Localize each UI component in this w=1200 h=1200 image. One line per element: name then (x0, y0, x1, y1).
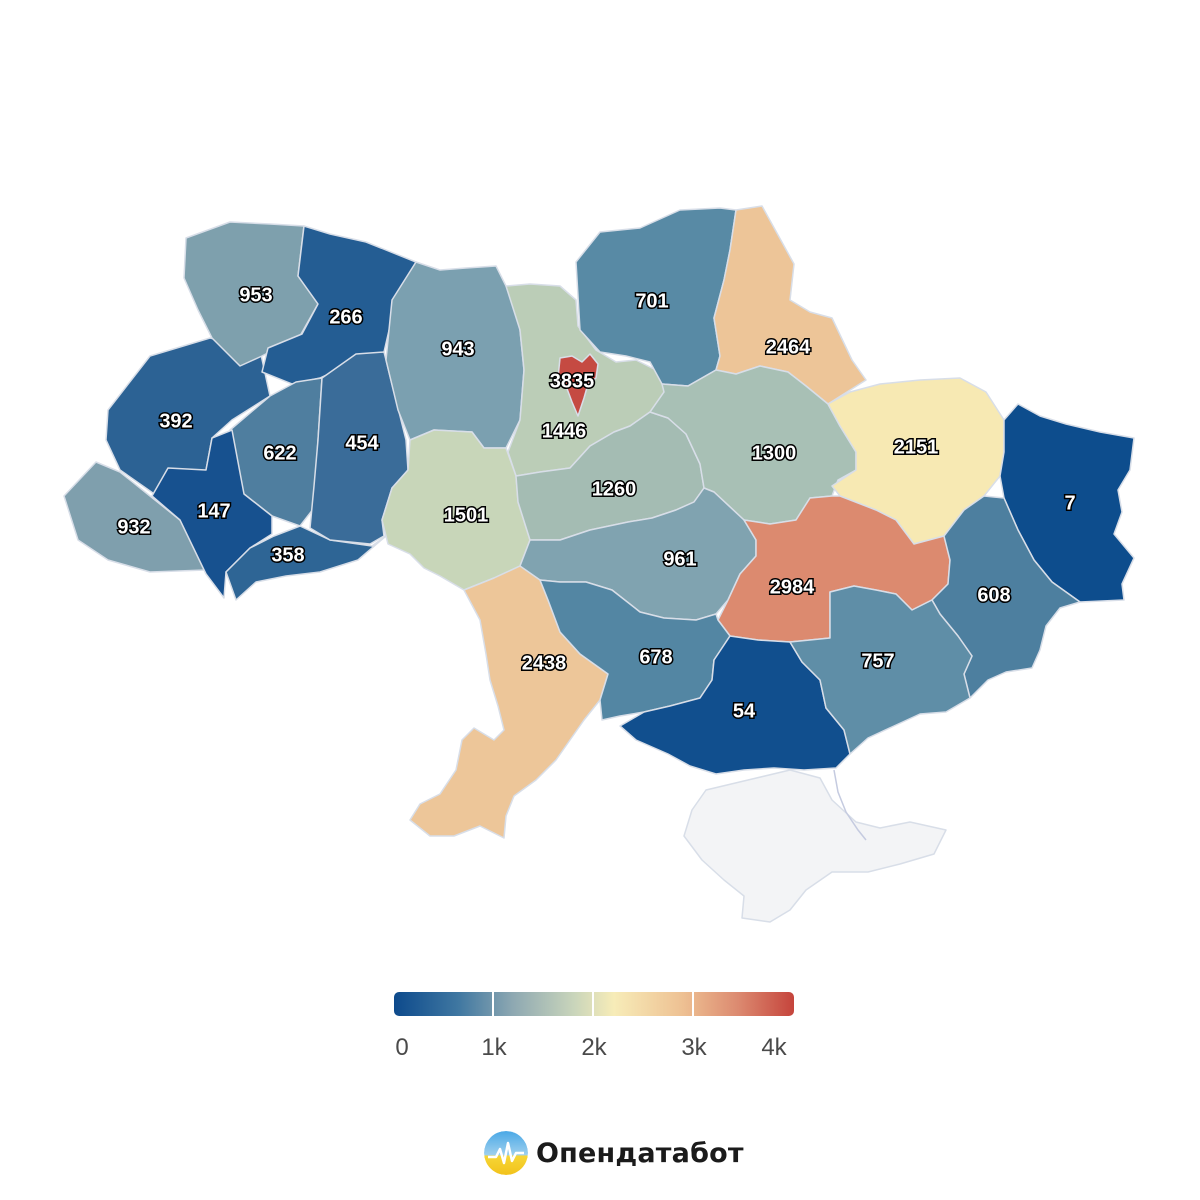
region-value-poltava: 1300 (752, 442, 797, 464)
region-value-mykolaiv: 678 (639, 646, 672, 668)
region-value-zaporizhzhia: 757 (861, 650, 894, 672)
region-luhansk (999, 403, 1135, 603)
region-crimea (683, 769, 947, 923)
region-value-zhytomyr: 943 (441, 338, 474, 360)
region-value-odesa: 2438 (522, 652, 567, 674)
legend-divider (492, 992, 494, 1016)
region-zhytomyr (385, 261, 525, 449)
region-value-donetsk: 608 (977, 584, 1010, 606)
legend-tick-0: 0 (395, 1034, 409, 1061)
region-lviv (105, 337, 271, 499)
region-value-khmelnytskyi: 454 (345, 432, 379, 454)
opendatabot-logo-icon (484, 1131, 528, 1175)
color-scale-legend: 0 1k 2k 3k 4k (394, 992, 794, 1061)
region-value-kharkiv: 2151 (894, 436, 939, 458)
region-kyiv-city (557, 353, 599, 417)
legend-divider (692, 992, 694, 1016)
region-value-volyn: 953 (239, 284, 272, 306)
region-value-rivne: 266 (329, 306, 362, 328)
brand-footer: Опендатабот (484, 1130, 744, 1176)
ukraine-map: 953 266 392 932 147 622 454 358 943 1446 3835 701 24… (63, 205, 1135, 923)
region-value-kherson: 54 (733, 700, 756, 722)
legend-tick-1k: 1k (481, 1034, 507, 1061)
region-zaporizhzhia (789, 585, 973, 755)
color-scale-bar (394, 992, 794, 1016)
region-value-zakarpattia: 932 (117, 516, 150, 538)
region-value-cherkasy: 1260 (592, 478, 637, 500)
region-value-dnipropetrovsk: 2984 (770, 576, 815, 598)
legend-tick-2k: 2k (581, 1034, 607, 1061)
region-value-luhansk: 7 (1064, 492, 1075, 514)
region-value-kyiv-oblast: 1446 (542, 420, 587, 442)
legend-tick-3k: 3k (681, 1034, 707, 1061)
region-value-chernihiv: 701 (635, 290, 668, 312)
region-value-kyiv-city: 3835 (550, 370, 595, 392)
region-value-ternopil: 622 (263, 442, 296, 464)
region-value-ivano-frankivsk: 147 (197, 500, 230, 522)
region-value-kirovohrad: 961 (663, 548, 696, 570)
region-value-sumy: 2464 (766, 336, 811, 358)
arabat-spit (833, 769, 867, 841)
legend-tick-4k: 4k (761, 1034, 787, 1061)
region-value-chernivtsi: 358 (271, 544, 304, 566)
brand-name: Опендатабот (536, 1137, 744, 1169)
region-value-vinnytsia: 1501 (444, 504, 489, 526)
region-value-lviv: 392 (159, 410, 192, 432)
legend-divider (592, 992, 594, 1016)
